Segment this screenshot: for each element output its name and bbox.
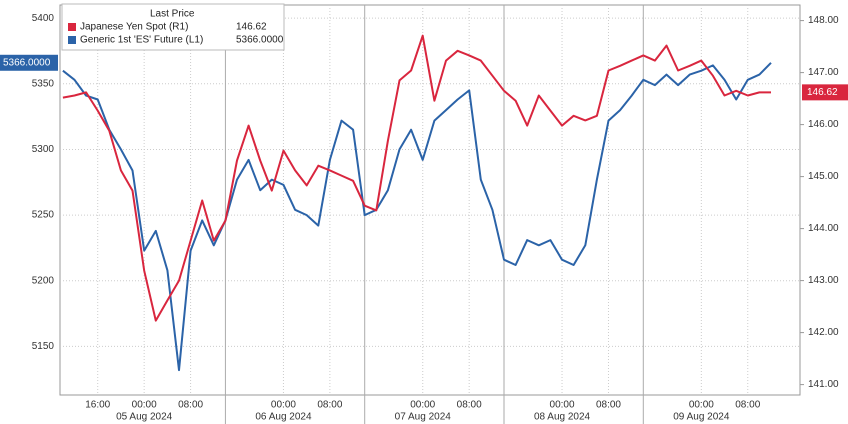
x-tick-label: 00:00 [271,400,296,411]
y2-tick-label: 144.00 [808,223,839,234]
date-label: 06 Aug 2024 [255,412,312,423]
x-tick-label: 00:00 [132,400,157,411]
date-label: 09 Aug 2024 [673,412,730,423]
legend-swatch [68,36,76,44]
legend-box [61,3,285,51]
legend-swatch [68,23,76,31]
y2-tick-label: 143.00 [808,275,839,286]
legend-value: 146.62 [236,22,267,33]
last-value-label: 146.62 [807,87,838,98]
y-tick-label: 5250 [32,210,55,221]
legend-title: Last Price [150,9,195,20]
x-tick-label: 08:00 [457,400,482,411]
legend: Last Price Japanese Yen Spot (R1) 146.62 Ge… [61,3,285,51]
plot-area [59,4,801,396]
last-value-tag [0,54,58,71]
series-line [62,34,771,322]
x-tick-label: 08:00 [735,400,760,411]
y2-tick-label: 148.00 [808,15,839,26]
y-tick-label: 5300 [32,144,55,155]
y-tick-label: 5150 [32,341,55,352]
y2-tick-label: 142.00 [808,327,839,338]
x-tick-label: 08:00 [596,400,621,411]
date-label: 05 Aug 2024 [116,412,173,423]
y2-tick-label: 145.00 [808,171,839,182]
y-tick-label: 5200 [32,275,55,286]
y2-tick-label: 146.00 [808,119,839,130]
x-tick-label: 00:00 [689,400,714,411]
x-tick-label: 08:00 [317,400,342,411]
x-tick-label: 16:00 [85,400,110,411]
date-label: 07 Aug 2024 [395,412,452,423]
y2-tick-label: 141.00 [808,379,839,390]
x-tick-label: 08:00 [178,400,203,411]
series-line [62,62,772,372]
last-value-label: 5366.0000 [3,57,51,68]
date-label: 08 Aug 2024 [534,412,591,423]
y-tick-label: 5400 [32,13,55,24]
x-tick-label: 00:00 [410,400,435,411]
legend-label: Generic 1st 'ES' Future (L1) [80,35,203,46]
y-tick-label: 5350 [32,78,55,89]
y2-tick-label: 147.00 [808,67,839,78]
last-value-tag [802,84,848,101]
legend-label: Japanese Yen Spot (R1) [80,22,188,33]
legend-value: 5366.0000 [236,35,284,46]
x-tick-label: 00:00 [550,400,575,411]
